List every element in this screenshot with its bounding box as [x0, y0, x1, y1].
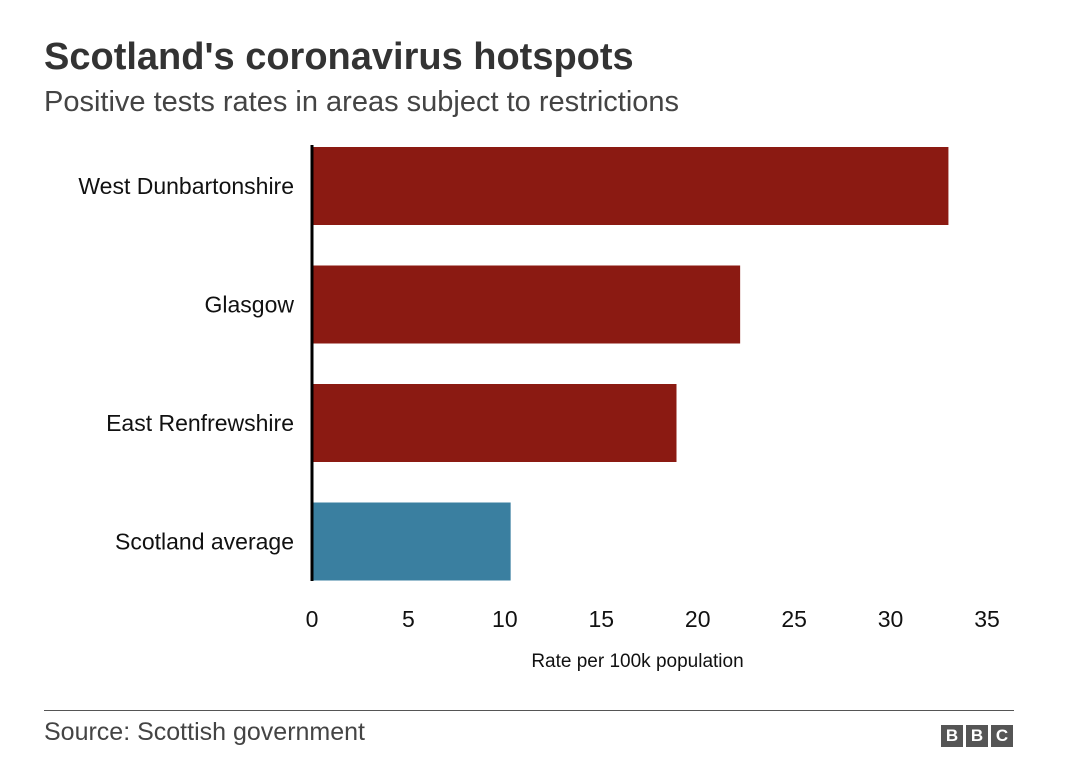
bar-chart: West Dunbartonshire Glasgow East Renfrewsh… — [78, 145, 1000, 672]
x-tick-labels: 0 5 10 15 20 25 30 35 — [306, 606, 1000, 632]
chart-subtitle: Positive tests rates in areas subject to… — [44, 86, 680, 118]
bar-glasgow — [312, 265, 741, 344]
source-note: Source: Scottish government — [44, 718, 365, 746]
category-label: West Dunbartonshire — [78, 173, 294, 199]
bars-layer — [312, 147, 949, 581]
bar-east-renfrewshire — [312, 384, 677, 462]
x-tick-label: 10 — [492, 606, 518, 632]
footer-divider — [44, 710, 1014, 711]
category-label: East Renfrewshire — [106, 410, 294, 436]
bbc-logo-letter: B — [941, 725, 963, 747]
category-label: Scotland average — [115, 529, 294, 555]
category-labels: West Dunbartonshire Glasgow East Renfrewsh… — [78, 173, 294, 555]
x-tick-label: 5 — [402, 606, 415, 632]
x-tick-label: 30 — [878, 606, 904, 632]
x-tick-label: 15 — [588, 606, 614, 632]
x-axis-title: Rate per 100k population — [531, 651, 743, 672]
x-tick-label: 20 — [685, 606, 711, 632]
x-tick-label: 35 — [974, 606, 1000, 632]
category-label: Glasgow — [205, 292, 295, 318]
x-tick-label: 0 — [306, 606, 319, 632]
bbc-logo-letter: B — [966, 725, 988, 747]
chart-title: Scotland's coronavirus hotspots — [44, 36, 634, 78]
bbc-logo: B B C — [941, 725, 1013, 747]
x-tick-label: 25 — [781, 606, 807, 632]
bar-scotland-average — [312, 502, 511, 581]
bbc-logo-letter: C — [991, 725, 1013, 747]
bar-west-dunbartonshire — [312, 147, 949, 225]
